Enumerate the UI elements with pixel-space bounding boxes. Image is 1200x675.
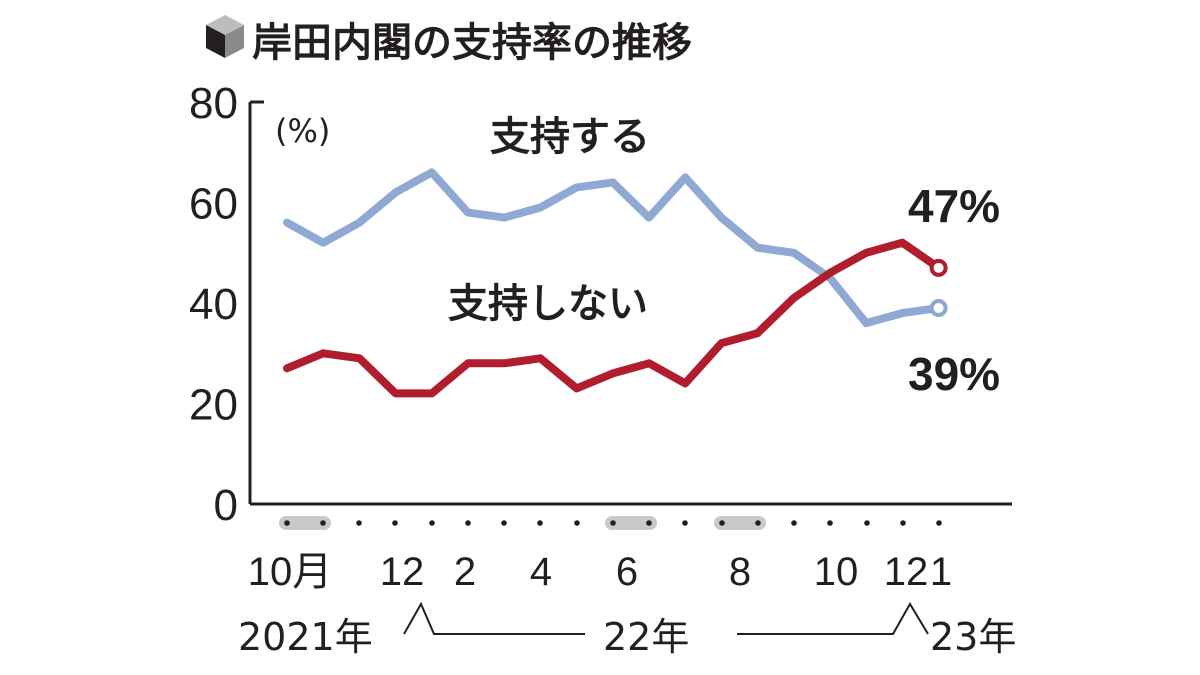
y-tick-label: 40 (189, 280, 238, 329)
x-tick-label: 4 (530, 550, 552, 594)
month-dot (864, 520, 870, 526)
series-line-support-end-point (929, 299, 948, 318)
series-layer (283, 168, 948, 398)
month-dot (501, 520, 507, 526)
month-dot (284, 520, 290, 526)
chart-title: 岸田内閣の支持率の推移 (252, 20, 692, 66)
month-dot (610, 520, 616, 526)
month-dot (537, 520, 543, 526)
month-highlight-pill (605, 516, 657, 530)
series-label-support: 支持する (490, 114, 650, 160)
x-tick-label: 12 (884, 550, 929, 594)
month-dot (392, 520, 398, 526)
x-tick-label: 8 (729, 550, 751, 594)
month-highlight-pill (714, 516, 766, 530)
month-dot (356, 520, 362, 526)
x-tick-label: 10 (814, 550, 859, 594)
year-label-2023: 23年 (930, 615, 1016, 659)
month-dot (755, 520, 761, 526)
month-dot (429, 520, 435, 526)
month-dot (646, 520, 652, 526)
month-dot (682, 520, 688, 526)
month-highlight-pill (279, 516, 331, 530)
y-axis (248, 100, 264, 504)
series-line-nonsupport (283, 238, 943, 398)
end-label-nonsupport: 47% (908, 180, 1000, 232)
y-tick-labels: 0 20 40 60 80 (189, 79, 238, 530)
x-month-dots (279, 516, 942, 530)
x-tick-label: 12 (380, 550, 425, 594)
series-label-nonsupport: 支持しない (448, 281, 648, 327)
cube-icon (206, 15, 244, 58)
month-dot (936, 520, 942, 526)
y-tick-label: 20 (189, 381, 238, 430)
x-tick-labels: 10月 12 2 4 6 8 10 12 1 (248, 550, 952, 594)
month-dot (827, 520, 833, 526)
year-label-2022: 22年 (603, 615, 689, 659)
month-dot (900, 520, 906, 526)
year-label-2021: 2021年 (238, 615, 373, 659)
y-tick-label: 60 (189, 180, 238, 229)
x-tick-label: 2 (454, 550, 476, 594)
y-tick-label: 80 (189, 79, 238, 128)
month-dot (719, 520, 725, 526)
x-tick-label: 6 (616, 550, 638, 594)
end-label-support: 39% (908, 348, 1000, 400)
y-unit-label: (%) (275, 112, 330, 150)
series-line-support (283, 168, 943, 328)
month-dot (791, 520, 797, 526)
year-bracket (403, 601, 929, 635)
x-tick-label: 1 (930, 550, 952, 594)
x-tick-label: 10月 (248, 550, 333, 594)
month-dot (465, 520, 471, 526)
y-tick-label: 0 (214, 481, 238, 530)
month-dot (574, 520, 580, 526)
month-dot (320, 520, 326, 526)
series-line-nonsupport-end-point (929, 258, 948, 277)
